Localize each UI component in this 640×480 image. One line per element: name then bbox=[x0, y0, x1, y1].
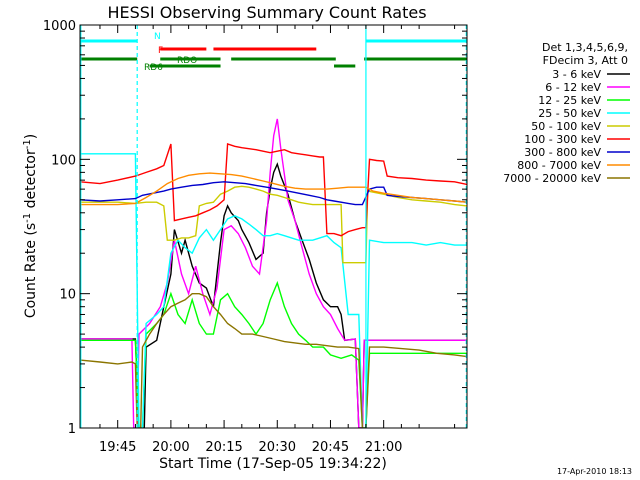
legend-label-3: 25 - 50 keV bbox=[538, 107, 601, 120]
legend-label-6: 300 - 800 keV bbox=[524, 146, 601, 159]
legend-label-0: 3 - 6 keV bbox=[552, 68, 601, 81]
y-tick-label-2: 100 bbox=[51, 153, 76, 168]
x-axis-label: Start Time (17-Sep-05 19:34:22) bbox=[159, 456, 387, 472]
y-axis-label-end: ) bbox=[23, 134, 39, 139]
series-line-5 bbox=[80, 143, 467, 237]
legend-label-8: 7000 - 20000 keV bbox=[503, 172, 601, 185]
flag-label-f: F bbox=[158, 46, 163, 56]
x-tick-label-0: 19:45 bbox=[99, 440, 136, 455]
flag-label-rd6: RD6 bbox=[144, 63, 163, 73]
plot-frame bbox=[79, 24, 468, 429]
x-tick-label-5: 21:00 bbox=[365, 440, 402, 455]
series-line-0 bbox=[80, 162, 467, 428]
chart-title: HESSI Observing Summary Count Rates bbox=[107, 3, 426, 22]
legend-header-line-2: FDecim 3, Att 0 bbox=[543, 54, 628, 67]
y-axis-label-sup1: -1 bbox=[22, 213, 33, 223]
x-tick-label-4: 20:45 bbox=[312, 440, 349, 455]
x-tick-label-3: 20:30 bbox=[259, 440, 296, 455]
y-tick-label-0: 1 bbox=[68, 422, 76, 437]
legend-label-7: 800 - 7000 keV bbox=[517, 159, 601, 172]
y-axis-label-mid: detector bbox=[23, 149, 39, 213]
legend-label-2: 12 - 25 keV bbox=[538, 94, 601, 107]
flag-label-n: N bbox=[154, 32, 161, 42]
legend-label-5: 100 - 300 keV bbox=[524, 133, 601, 146]
y-axis-label-sup2: -1 bbox=[22, 139, 33, 149]
legend-label-4: 50 - 100 keV bbox=[531, 120, 601, 133]
x-tick-label-1: 20:00 bbox=[152, 440, 189, 455]
timestamp-label: 17-Apr-2010 18:13 bbox=[557, 467, 632, 476]
y-axis-label-main: Count Rate (s bbox=[23, 223, 39, 318]
y-axis-label: Count Rate (s-1 detector-1) bbox=[22, 134, 40, 318]
y-tick-label-3: 1000 bbox=[43, 19, 76, 34]
y-tick-label-1: 10 bbox=[59, 288, 76, 303]
series-line-1 bbox=[80, 118, 467, 428]
legend-header-line-1: Det 1,3,4,5,6,9, bbox=[542, 41, 628, 54]
markers-layer bbox=[80, 25, 467, 428]
legend-label-1: 6 - 12 keV bbox=[545, 81, 601, 94]
x-tick-label-2: 20:15 bbox=[205, 440, 242, 455]
legend: Det 1,3,4,5,6,9, FDecim 3, Att 0 3 - 6 k… bbox=[503, 41, 630, 185]
flags-layer: NF RDO RD6 bbox=[80, 32, 467, 73]
series-line-3 bbox=[80, 153, 467, 428]
flag-label-rdo: RDO bbox=[177, 56, 197, 66]
plot-area: NF RDO RD6 bbox=[80, 25, 467, 428]
series-line-7 bbox=[80, 172, 467, 206]
y-axis: 1 10 100 1000 bbox=[43, 19, 467, 437]
x-axis: 19:45 20:00 20:15 20:30 20:45 21:00 bbox=[99, 25, 456, 455]
